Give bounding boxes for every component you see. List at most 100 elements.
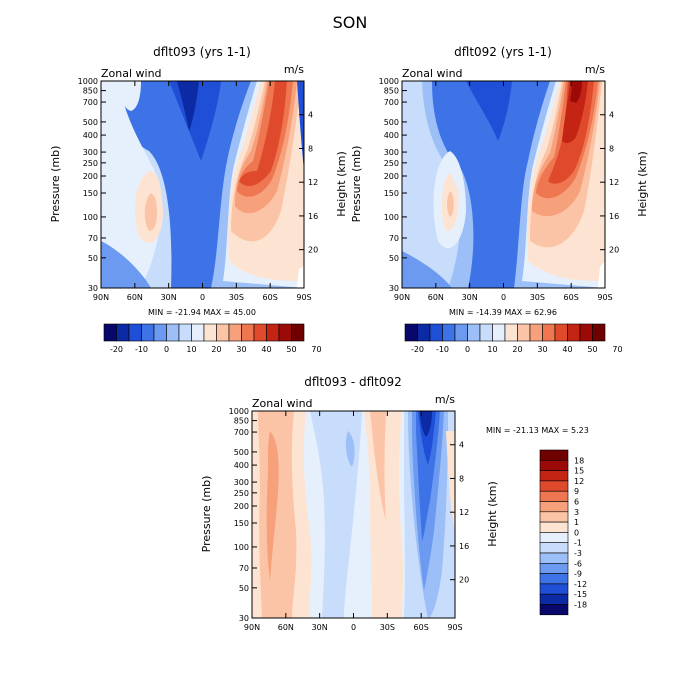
p1-axes: 90N 60N 30N 0 30S 60S 90S 30 50 70 100 150 200 250 300… (78, 77, 319, 302)
colorbar-label: -12 (574, 580, 587, 589)
pd-stats: MIN = -21.13 MAX = 5.23 (486, 426, 589, 435)
x-tick-label: 90S (447, 623, 462, 632)
colorbar-cell (539, 604, 569, 616)
colorbar-label: 10 (186, 345, 196, 354)
y-tick-label: 500 (234, 448, 249, 457)
y-tick-label: 400 (384, 131, 399, 140)
colorbar-cell (517, 323, 531, 342)
colorbar-cell (539, 573, 569, 585)
y2-tick-label: 12 (609, 178, 619, 187)
panel-diff-field (252, 411, 455, 618)
y-tick-label: 70 (389, 234, 399, 243)
p2-layer-trop-dark (466, 81, 512, 141)
x-tick-label: 30S (380, 623, 395, 632)
colorbar-cell (539, 563, 569, 574)
colorbar-cell (417, 323, 431, 342)
figure-title: SON (333, 13, 368, 32)
y-tick-label: 50 (239, 584, 249, 593)
y-tick-label: 700 (384, 98, 399, 107)
p2-axes: 90N 60N 30N 0 30S 60S 90S 30 50 70 100 150 200 250 300… (379, 77, 620, 302)
colorbar-cell (278, 323, 292, 342)
x-tick-label: 90N (244, 623, 260, 632)
p2-y2label: Height (km) (636, 151, 649, 217)
colorbar-cell (228, 323, 242, 342)
panel-1: 90N 60N 30N 0 30S 60S 90S305070100150200250300… (49, 45, 348, 354)
y2-tick-label: 4 (308, 111, 313, 120)
colorbar-cell (492, 323, 506, 342)
p1-right-label: m/s (284, 63, 304, 76)
y-tick-label: 850 (83, 87, 98, 96)
x-tick-label: 60S (414, 623, 429, 632)
p1-layer-nh-blue-low (101, 241, 151, 288)
colorbar-cell (539, 490, 569, 502)
y-tick-label: 70 (239, 564, 249, 573)
y2-tick-label: 20 (609, 246, 619, 255)
colorbar-cell (166, 323, 180, 342)
p2-ylabel: Pressure (mb) (350, 146, 363, 223)
x-tick-label: 60S (263, 293, 278, 302)
colorbar-label: 6 (574, 498, 579, 507)
pd-title: dflt093 - dflt092 (304, 375, 402, 389)
y-tick-label: 70 (88, 234, 98, 243)
x-tick-label: 30N (462, 293, 478, 302)
colorbar-label: -6 (574, 559, 582, 568)
colorbar-cell (128, 323, 142, 342)
x-tick-label: 60S (564, 293, 579, 302)
panel-2-field (402, 81, 605, 288)
colorbar-cell (191, 323, 205, 342)
y2-tick-label: 4 (459, 441, 464, 450)
colorbar-cell (539, 532, 569, 544)
y2-tick-label: 20 (459, 576, 469, 585)
pd-layer-sh-pos-1 (364, 411, 403, 618)
colorbar-label: 0 (465, 345, 470, 354)
y2-tick-label: 4 (609, 111, 614, 120)
colorbar-cell (291, 323, 305, 342)
colorbar-cell (216, 323, 230, 342)
pd-layer-nh-pos-2 (258, 411, 297, 618)
colorbar-label: -18 (574, 601, 587, 610)
p1-layer-trop-darker (177, 81, 199, 131)
x-tick-label: 0 (501, 293, 506, 302)
colorbar-label: 50 (587, 345, 597, 354)
colorbar-cell (266, 323, 280, 342)
p1-layer-trop-dark (169, 81, 221, 161)
p2-left-label: Zonal wind (402, 67, 463, 80)
y-tick-label: 30 (88, 284, 98, 293)
p1-stats: MIN = -21.94 MAX = 45.00 (148, 308, 256, 317)
y2-tick-label: 16 (308, 212, 318, 221)
p2-title: dflt092 (yrs 1-1) (454, 45, 552, 59)
y-tick-label: 700 (234, 428, 249, 437)
colorbar-cell (539, 593, 569, 605)
colorbar-label: 10 (487, 345, 497, 354)
colorbar-cell (539, 583, 569, 595)
y2-tick-label: 8 (459, 474, 464, 483)
x-tick-label: 30S (530, 293, 545, 302)
colorbar-label: 20 (211, 345, 221, 354)
colorbar-label: -20 (110, 345, 123, 354)
p1-layer-nh-core-2 (144, 193, 157, 231)
p2-layer-surface-mask (598, 261, 605, 288)
x-tick-label: 60N (428, 293, 444, 302)
colorbar-cell (404, 323, 418, 342)
y-tick-label: 150 (83, 189, 98, 198)
colorbar-cell (504, 323, 518, 342)
colorbar-cell (539, 449, 569, 461)
y2-tick-label: 16 (609, 212, 619, 221)
colorbar-label: 40 (261, 345, 271, 354)
colorbar-label: 0 (574, 528, 579, 537)
y-tick-label: 150 (384, 189, 399, 198)
y2-tick-label: 8 (609, 144, 614, 153)
panel-1-field (101, 81, 304, 288)
x-tick-label: 90N (93, 293, 109, 302)
p2-right-label: m/s (585, 63, 605, 76)
x-tick-label: 90N (394, 293, 410, 302)
y-tick-label: 200 (384, 172, 399, 181)
pd-layer-sh-neg-6 (420, 411, 432, 437)
colorbar-label: 3 (574, 508, 579, 517)
x-tick-label: 90S (296, 293, 311, 302)
x-tick-label: 30S (229, 293, 244, 302)
colorbar-label: 12 (574, 477, 584, 486)
y-tick-label: 100 (384, 213, 399, 222)
p2-colorbar: -20 -10 0 10 20 30 40 50 70 (404, 323, 623, 354)
